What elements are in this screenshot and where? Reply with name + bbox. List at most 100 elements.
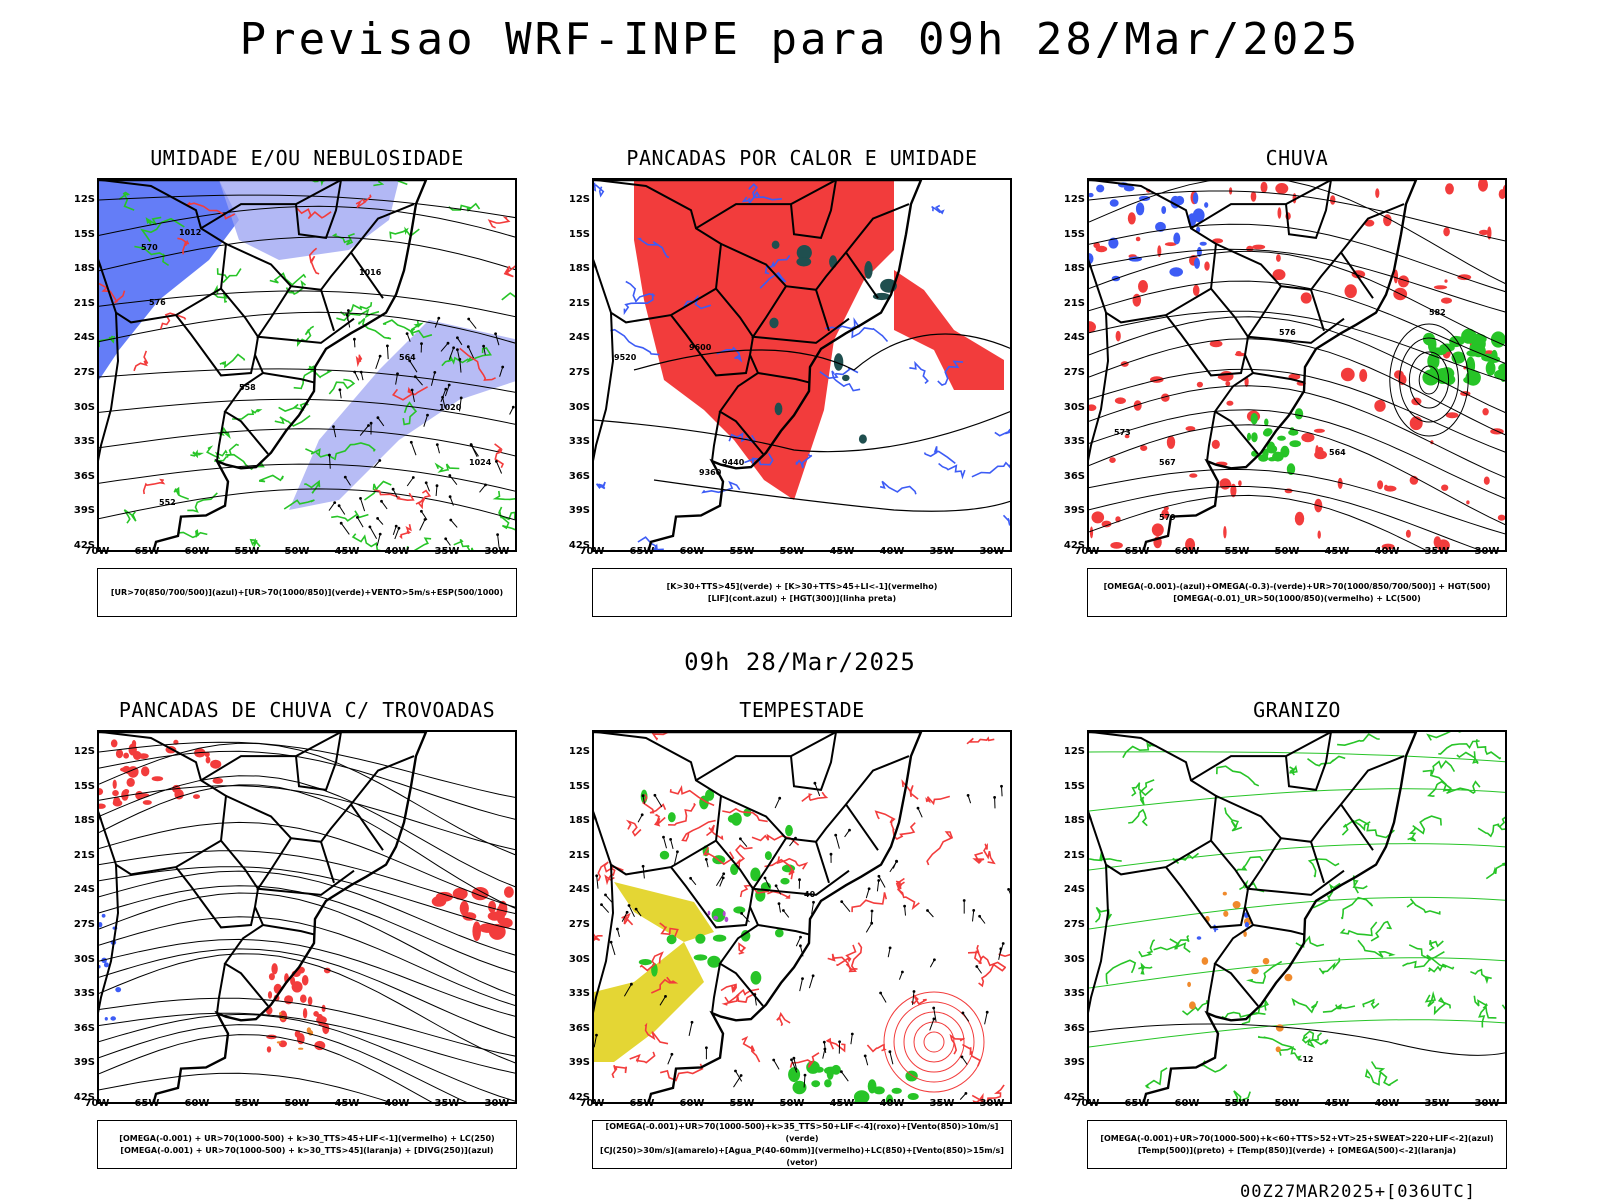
wind-vector-head [359, 497, 362, 500]
country-state-border [1248, 286, 1344, 343]
thunderstorm-area [111, 739, 118, 747]
latitude-label: 30S [1059, 402, 1085, 413]
temperature-850-contour [1438, 741, 1479, 754]
thunderstorm-area [472, 921, 481, 941]
rain-area [1212, 440, 1220, 449]
wind-vector-head [414, 375, 417, 378]
temperature-850-contour [1430, 940, 1444, 950]
wind-850-vector-head [778, 902, 781, 905]
rain-area [1278, 207, 1282, 218]
rain-area [1226, 401, 1233, 406]
country-state-border [1191, 732, 1331, 780]
streamline-250 [99, 1035, 517, 1104]
country-state-border [1216, 204, 1404, 290]
longitude-label: 35W [427, 1098, 467, 1109]
wind-vector-head [449, 495, 452, 498]
wind-vector-head [456, 336, 459, 339]
wind-vector-head [495, 460, 498, 463]
streamline-250 [99, 851, 517, 915]
lifted-index-contour [925, 446, 956, 463]
temperature-850-contour [1289, 767, 1296, 775]
wind-vector-head [367, 424, 370, 427]
rain-area [1375, 188, 1379, 198]
country-state-border [816, 842, 829, 883]
wind-850-vector [597, 876, 598, 889]
wind-850-vector-head [641, 813, 644, 816]
contour-label: 552 [159, 498, 176, 507]
temperature-850-contour [1139, 940, 1155, 957]
wind-850-vector [671, 839, 674, 849]
latitude-label: 21S [69, 850, 95, 861]
wind-850-vector-head [864, 1055, 867, 1058]
panel-title: PANCADAS POR CALOR E UMIDADE [572, 146, 1032, 170]
rain-area [1441, 298, 1452, 304]
rain-area [1359, 369, 1367, 382]
wind-vector-head [379, 533, 382, 536]
pressure-low-contour [904, 1012, 964, 1072]
temperature-850-contour [1123, 744, 1157, 758]
country-state-border [263, 925, 315, 935]
latitude-label: 12S [69, 194, 95, 205]
longitude-label: 45W [327, 546, 367, 557]
wind-850-area [668, 812, 676, 822]
wind-850-area [728, 815, 738, 823]
omega-green-area [1251, 432, 1258, 442]
country-state-border [758, 925, 810, 935]
precipitable-water-contour [736, 845, 752, 867]
temperature-850-contour [1413, 816, 1441, 833]
rain-area [1128, 212, 1136, 224]
wind-850-vector-head [975, 965, 978, 968]
temperature-850-contour [1366, 1070, 1381, 1084]
wind-850-vector [842, 902, 850, 912]
temperature-850-contour [1403, 952, 1445, 968]
streamline-250 [99, 917, 517, 1007]
legend-line: [OMEGA(-0.01)_UR>50(1000/850)(vermelho) … [1088, 593, 1506, 605]
wind-850-vector-head [871, 910, 874, 913]
thunderstorm-area [206, 757, 211, 764]
longitude-label: 50W [277, 546, 317, 557]
wind-850-vector [879, 876, 885, 887]
longitude-label: 50W [1267, 1098, 1307, 1109]
rain-area [1225, 381, 1230, 386]
wind-850-vector-head [840, 1070, 843, 1073]
latitude-label: 30S [564, 402, 590, 413]
contour-label: 558 [239, 383, 256, 392]
latitude-label: 18S [1059, 263, 1085, 274]
rain-area [1301, 292, 1312, 303]
wind-850-vector-head [913, 990, 916, 993]
legend-line: [OMEGA(-0.001)+UR>70(1000-500)+k<60+TTS>… [1088, 1133, 1506, 1145]
wind-vector-head [353, 371, 356, 374]
latitude-label: 39S [69, 505, 95, 516]
precipitable-water-contour [984, 844, 994, 863]
wind-850-vector-head [840, 900, 843, 903]
wind-vector-head [378, 459, 381, 462]
height-500-contour [1089, 469, 1507, 535]
lifted-index-contour [597, 482, 606, 489]
divergence-area [99, 965, 101, 968]
longitude-label: 65W [622, 1098, 662, 1109]
hail-area [1245, 922, 1249, 928]
country-state-border [1286, 732, 1331, 790]
country-state-border [696, 732, 836, 780]
wind-850-vector-head [878, 875, 881, 878]
wind-vector-head [411, 389, 414, 392]
wind-850-area [785, 825, 793, 836]
wind-850-area [694, 954, 708, 960]
wind-850-vector-head [722, 872, 725, 875]
wind-850-vector [865, 1056, 868, 1065]
wind-850-vector-head [932, 1007, 935, 1010]
latitude-label: 39S [1059, 1057, 1085, 1068]
wind-vector-head [460, 397, 463, 400]
longitude-label: 40W [1367, 546, 1407, 557]
temperature-850-contour [1138, 965, 1152, 974]
thunderstorm-area [316, 1014, 322, 1018]
longitude-label: 55W [1217, 1098, 1257, 1109]
precipitable-water-contour [975, 853, 985, 863]
wind-vector [361, 498, 365, 511]
severe-storm-area [713, 916, 718, 920]
omega-blue-area [1173, 233, 1180, 245]
rain-area [1443, 227, 1450, 236]
wind-vector-head [398, 527, 401, 530]
contour-label: 1020 [439, 403, 462, 412]
precipitable-water-contour [630, 1052, 655, 1063]
